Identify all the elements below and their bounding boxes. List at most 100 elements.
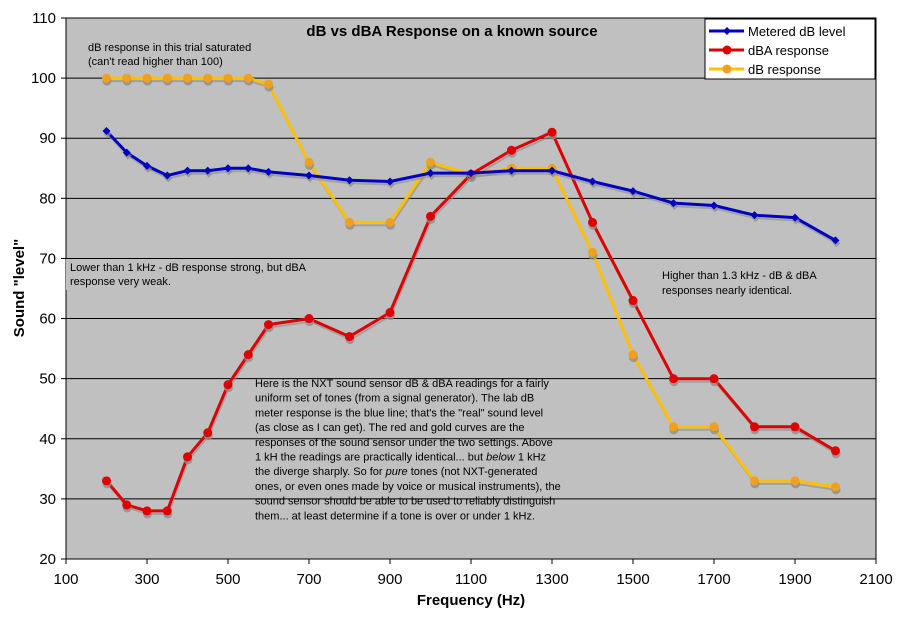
point-metered-db-level-600 bbox=[264, 167, 273, 176]
annotation-saturated: dB response in this trial saturated (can'… bbox=[88, 42, 251, 68]
y-tick-label-20: 20 bbox=[39, 551, 56, 568]
x-tick-label-900: 900 bbox=[377, 571, 402, 588]
point-metered-db-level-1700 bbox=[710, 201, 718, 210]
point-db-response-1700 bbox=[709, 422, 719, 432]
point-metered-db-level-550 bbox=[244, 164, 253, 173]
point-metered-db-level-1100 bbox=[467, 169, 475, 178]
point-metered-db-level-1900 bbox=[791, 213, 799, 222]
legend-item-dba-response: dBA response bbox=[709, 43, 829, 58]
x-tick-label-700: 700 bbox=[296, 571, 321, 588]
y-axis-ticks: 20 30 40 50 60 70 80 90 100 110 bbox=[31, 10, 66, 568]
point-dba-response-2000 bbox=[831, 446, 840, 456]
y-tick-label-30: 30 bbox=[39, 491, 56, 508]
y-tick-label-90: 90 bbox=[39, 130, 56, 147]
legend-label-db-response: dB response bbox=[748, 62, 821, 77]
y-tick-label-50: 50 bbox=[39, 371, 56, 388]
annotations: dB response in this trial saturated (can'… bbox=[66, 42, 817, 522]
y-tick-label-100: 100 bbox=[31, 70, 56, 87]
point-db-response-250 bbox=[122, 73, 132, 83]
x-tick-label-100: 100 bbox=[53, 571, 78, 588]
point-dba-response-200 bbox=[102, 476, 111, 486]
point-metered-db-level-1300 bbox=[548, 166, 556, 175]
point-metered-db-level-800 bbox=[345, 176, 354, 185]
legend-item-metered-db-level: Metered dB level bbox=[709, 24, 846, 39]
point-db-response-1000 bbox=[426, 157, 435, 167]
annotation-line-explanation-0: Here is the NXT sound sensor dB & dBA re… bbox=[255, 378, 549, 390]
annotation-line-explanation-6: the diverge sharply. So for pure tones (… bbox=[255, 466, 537, 478]
point-dba-response-500 bbox=[223, 380, 233, 390]
y-tick-label-110: 110 bbox=[32, 10, 56, 27]
legend: Metered dB level dBA response dB response bbox=[704, 18, 876, 80]
annotation-line-lower-0: Lower than 1 kHz - dB response strong, b… bbox=[70, 262, 307, 274]
point-db-response-450 bbox=[203, 73, 213, 83]
x-tick-label-1900: 1900 bbox=[778, 571, 811, 588]
x-tick-label-500: 500 bbox=[215, 571, 240, 588]
point-dba-response-1500 bbox=[628, 296, 638, 306]
point-dba-response-1400 bbox=[588, 217, 597, 227]
point-db-response-500 bbox=[223, 73, 233, 83]
point-dba-response-250 bbox=[122, 500, 132, 510]
point-dba-response-900 bbox=[385, 308, 395, 318]
point-dba-response-800 bbox=[345, 332, 354, 342]
annotation-line-explanation-1: uniform set of tones (from a signal gene… bbox=[255, 393, 534, 405]
point-dba-response-1300 bbox=[547, 127, 557, 137]
annotation-bg-lower bbox=[66, 259, 369, 290]
point-metered-db-level-450 bbox=[203, 166, 212, 175]
legend-item-db-response: dB response bbox=[709, 62, 821, 77]
legend-marker-metered-db-level bbox=[723, 27, 731, 35]
point-metered-db-level-1000 bbox=[426, 169, 435, 178]
annotation-line-explanation-8: sound sensor should be able to be used t… bbox=[255, 496, 555, 508]
annotation-line-lower-1: response very weak. bbox=[70, 276, 171, 288]
legend-label-metered-db-level: Metered dB level bbox=[748, 24, 846, 39]
annotation-line-saturated-1: (can't read higher than 100) bbox=[88, 56, 223, 68]
point-metered-db-level-300 bbox=[143, 161, 151, 170]
series-metered-db-level bbox=[102, 127, 841, 248]
y-tick-label-70: 70 bbox=[39, 250, 56, 267]
point-dba-response-600 bbox=[264, 320, 273, 330]
annotation-line-explanation-3: (as close as I can get). The red and gol… bbox=[255, 422, 524, 434]
y-tick-label-40: 40 bbox=[39, 431, 56, 448]
point-metered-db-level-1400 bbox=[588, 177, 597, 186]
x-axis-ticks: 100 300 500 700 900 1100 1300 1500 1700 1900 2100 bbox=[53, 559, 893, 588]
x-tick-label-2100: 2100 bbox=[859, 571, 892, 588]
point-metered-db-level-1500 bbox=[629, 187, 637, 196]
point-dba-response-300 bbox=[142, 506, 152, 516]
point-db-response-1900 bbox=[790, 476, 800, 486]
point-db-response-900 bbox=[385, 217, 395, 227]
x-tick-label-1700: 1700 bbox=[697, 571, 730, 588]
point-metered-db-level-400 bbox=[183, 166, 192, 175]
chart-title: dB vs dBA Response on a known source bbox=[306, 23, 597, 40]
legend-marker-dba-response bbox=[722, 45, 732, 55]
series-group bbox=[102, 73, 841, 519]
annotation-line-explanation-2: meter response is the blue line; that's … bbox=[255, 407, 543, 419]
point-db-response-700 bbox=[304, 157, 314, 167]
point-dba-response-1700 bbox=[709, 374, 719, 384]
point-metered-db-level-1200 bbox=[507, 166, 516, 175]
point-metered-db-level-900 bbox=[386, 177, 394, 186]
x-axis-title: Frequency (Hz) bbox=[417, 592, 525, 609]
y-tick-label-80: 80 bbox=[39, 190, 56, 207]
point-db-response-800 bbox=[345, 217, 354, 227]
legend-marker-db-response bbox=[722, 64, 732, 74]
point-db-response-1800 bbox=[750, 476, 759, 486]
annotation-higher: Higher than 1.3 kHz - dB & dBA responses … bbox=[662, 270, 817, 297]
point-db-response-550 bbox=[243, 73, 253, 83]
point-dba-response-550 bbox=[243, 350, 253, 360]
x-tick-label-1100: 1100 bbox=[455, 571, 487, 588]
point-dba-response-450 bbox=[203, 428, 213, 438]
annotation-line-explanation-7: ones, or even ones made by voice or musi… bbox=[255, 481, 561, 493]
point-db-response-300 bbox=[142, 73, 152, 83]
y-tick-label-60: 60 bbox=[39, 311, 56, 328]
point-db-response-400 bbox=[183, 73, 192, 83]
annotation-line-explanation-5: 1 kH the readings are practically identi… bbox=[255, 452, 546, 464]
point-dba-response-1200 bbox=[507, 145, 516, 155]
point-metered-db-level-250 bbox=[122, 148, 131, 157]
point-dba-response-1000 bbox=[426, 211, 435, 221]
annotation-line-explanation-4: responses of the sound sensor under the … bbox=[255, 437, 553, 449]
point-metered-db-level-200 bbox=[102, 127, 111, 136]
point-dba-response-1600 bbox=[669, 374, 678, 384]
point-db-response-600 bbox=[264, 79, 273, 89]
point-dba-response-1800 bbox=[750, 422, 759, 432]
point-db-response-350 bbox=[162, 73, 172, 83]
